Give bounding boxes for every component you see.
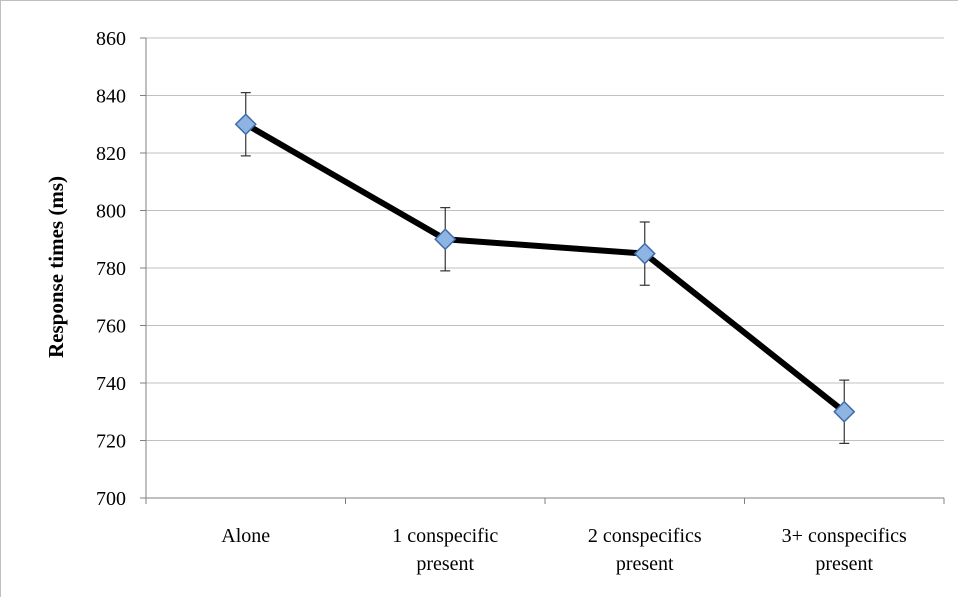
x-category-labels: Alone 1 conspecific present 2 conspecifics p… bbox=[221, 525, 907, 575]
y-tick-label: 800 bbox=[96, 201, 126, 223]
y-tick-label: 740 bbox=[96, 373, 126, 395]
y-axis-title: Response times (ms) bbox=[44, 176, 68, 358]
axes bbox=[140, 37, 945, 504]
x-category-label: present bbox=[616, 553, 674, 575]
x-category-label: present bbox=[815, 553, 873, 575]
x-category-label: 3+ conspecifics bbox=[782, 525, 907, 547]
y-tick-label: 860 bbox=[96, 28, 126, 50]
y-tick-label: 720 bbox=[96, 431, 126, 453]
gridlines bbox=[146, 37, 944, 441]
y-tick-label: 760 bbox=[96, 316, 126, 338]
series-lines bbox=[242, 121, 848, 415]
y-tick-labels: 700 720 740 760 780 800 820 840 860 bbox=[96, 28, 126, 510]
x-category-label: 2 conspecifics bbox=[588, 525, 702, 547]
data-point bbox=[833, 400, 856, 423]
y-tick-label: 840 bbox=[96, 86, 126, 108]
y-tick-label: 780 bbox=[96, 258, 126, 280]
x-category-label: Alone bbox=[221, 525, 270, 547]
data-point bbox=[434, 228, 457, 251]
x-category-label: present bbox=[416, 553, 474, 575]
data-point bbox=[234, 113, 257, 136]
data-markers bbox=[234, 113, 856, 423]
x-category-label: 1 conspecific bbox=[392, 525, 498, 547]
y-tick-label: 700 bbox=[96, 488, 126, 510]
data-point bbox=[633, 242, 656, 265]
series-line bbox=[242, 121, 848, 415]
y-tick-label: 820 bbox=[96, 143, 126, 165]
